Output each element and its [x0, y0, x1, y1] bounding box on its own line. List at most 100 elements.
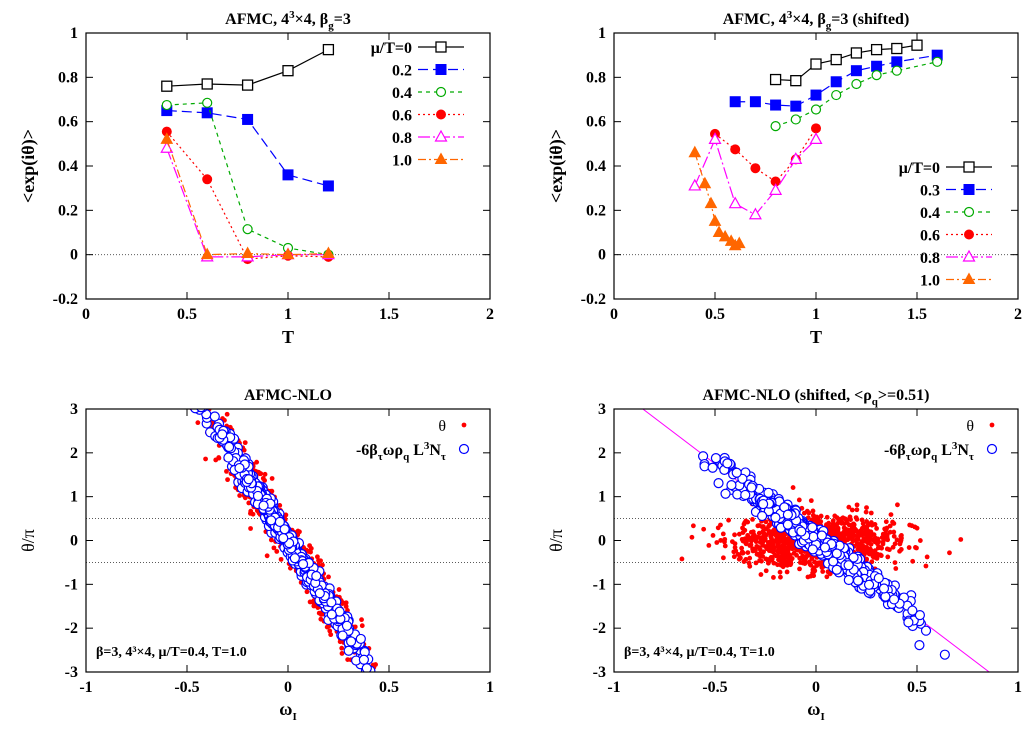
x-axis-label: T	[810, 327, 822, 347]
x-tick-label: 1.5	[907, 306, 927, 323]
scatter-point	[763, 556, 769, 562]
scatter-point	[844, 528, 850, 534]
scatter-point	[878, 583, 890, 594]
x-axis-label: T	[282, 327, 294, 347]
scatter-point	[250, 511, 256, 517]
scatter-point	[757, 553, 763, 559]
data-point	[242, 113, 254, 125]
scatter-point	[726, 517, 731, 523]
scatter-point	[818, 519, 824, 524]
x-tick-label: -1	[79, 679, 92, 696]
legend-label: 0.6	[920, 228, 940, 245]
y-tick-label: 0.2	[586, 202, 606, 219]
scatter-point	[861, 524, 867, 530]
y-tick-label: -0.2	[581, 291, 606, 308]
scatter-point	[799, 555, 805, 561]
scatter-point	[854, 502, 860, 508]
scatter-point	[190, 376, 199, 385]
x-tick-label: 0.5	[379, 679, 399, 696]
scatter-point	[327, 628, 333, 634]
scatter-point	[713, 478, 724, 489]
scatter-point	[873, 572, 884, 584]
scatter-point	[710, 453, 722, 464]
data-point	[790, 75, 802, 87]
scatter-point	[796, 497, 802, 503]
data-point	[769, 183, 783, 195]
annotation: β=3, 4³×4, μ/T=0.4, T=1.0	[624, 645, 775, 660]
legend-label: 0.8	[392, 130, 412, 147]
scatter-point	[958, 537, 964, 542]
series-line	[166, 139, 329, 256]
scatter-point	[731, 467, 742, 478]
scatter-point	[914, 610, 926, 621]
scatter-point	[852, 533, 858, 539]
data-point	[789, 152, 803, 164]
scatter-point	[756, 530, 762, 536]
scatter-point	[359, 617, 364, 623]
y-tick-label: 2	[70, 445, 78, 462]
data-point	[281, 247, 295, 260]
y-tick-label: 0.6	[586, 114, 606, 131]
scatter-point	[260, 475, 266, 481]
scatter-point	[211, 399, 216, 404]
scatter-point	[859, 539, 865, 544]
scatter-point	[848, 552, 859, 563]
scatter-point	[790, 485, 796, 490]
scatter-point	[880, 531, 886, 537]
scatter-point	[832, 522, 838, 528]
scatter-point	[775, 535, 781, 541]
scatter-point	[336, 587, 342, 592]
scatter-point	[805, 574, 811, 580]
scatter-point	[359, 623, 365, 629]
legend-marker	[962, 249, 976, 262]
y-tick-label: 3	[70, 401, 78, 418]
scatter-point	[345, 636, 357, 647]
scatter-point	[739, 536, 745, 542]
scatter-point	[907, 605, 918, 616]
scatter-point	[985, 677, 994, 686]
scatter-point	[369, 685, 374, 690]
chart-title: AFMC-NLO	[244, 387, 332, 404]
scatter-point	[782, 509, 793, 520]
scatter-point	[767, 522, 772, 528]
y-tick-label: 0	[598, 247, 606, 264]
y-tick-label: 1	[598, 25, 606, 42]
data-point	[769, 73, 782, 86]
data-point	[891, 56, 903, 68]
scatter-point	[831, 564, 842, 575]
scatter-point	[765, 560, 771, 566]
scatter-point	[217, 429, 228, 440]
scatter-point	[843, 574, 854, 586]
legend-marker	[963, 184, 975, 195]
scatter-point	[801, 510, 807, 516]
scatter-point	[777, 547, 783, 553]
scatter-point	[819, 542, 831, 553]
scatter-point	[894, 537, 900, 543]
scatter-point	[863, 528, 869, 534]
scatter-point	[689, 534, 695, 540]
data-point	[810, 89, 822, 101]
legend-label: -6βτωρq L3Nτ	[884, 440, 974, 463]
scatter-point	[720, 555, 726, 561]
scatter-point	[867, 534, 872, 540]
scatter-point	[750, 517, 755, 522]
y-tick-label: -3	[593, 664, 606, 681]
scatter-point	[202, 388, 207, 393]
legend-label: μ/T=0	[899, 160, 940, 177]
data-point	[161, 80, 173, 92]
scatter-point	[748, 542, 754, 548]
scatter-point	[854, 507, 860, 513]
scatter-point	[827, 524, 833, 529]
scatter-point	[859, 517, 865, 523]
scatter-point	[824, 574, 830, 580]
plot-frame	[613, 32, 1019, 300]
scatter-point	[775, 562, 780, 568]
scatter-point	[341, 620, 353, 631]
scatter-point	[269, 476, 275, 481]
legend-marker	[963, 206, 975, 218]
scatter-point	[268, 537, 274, 543]
data-point	[811, 123, 821, 134]
scatter-point	[833, 527, 839, 533]
legend-marker	[963, 161, 975, 173]
scatter-point	[194, 396, 203, 405]
